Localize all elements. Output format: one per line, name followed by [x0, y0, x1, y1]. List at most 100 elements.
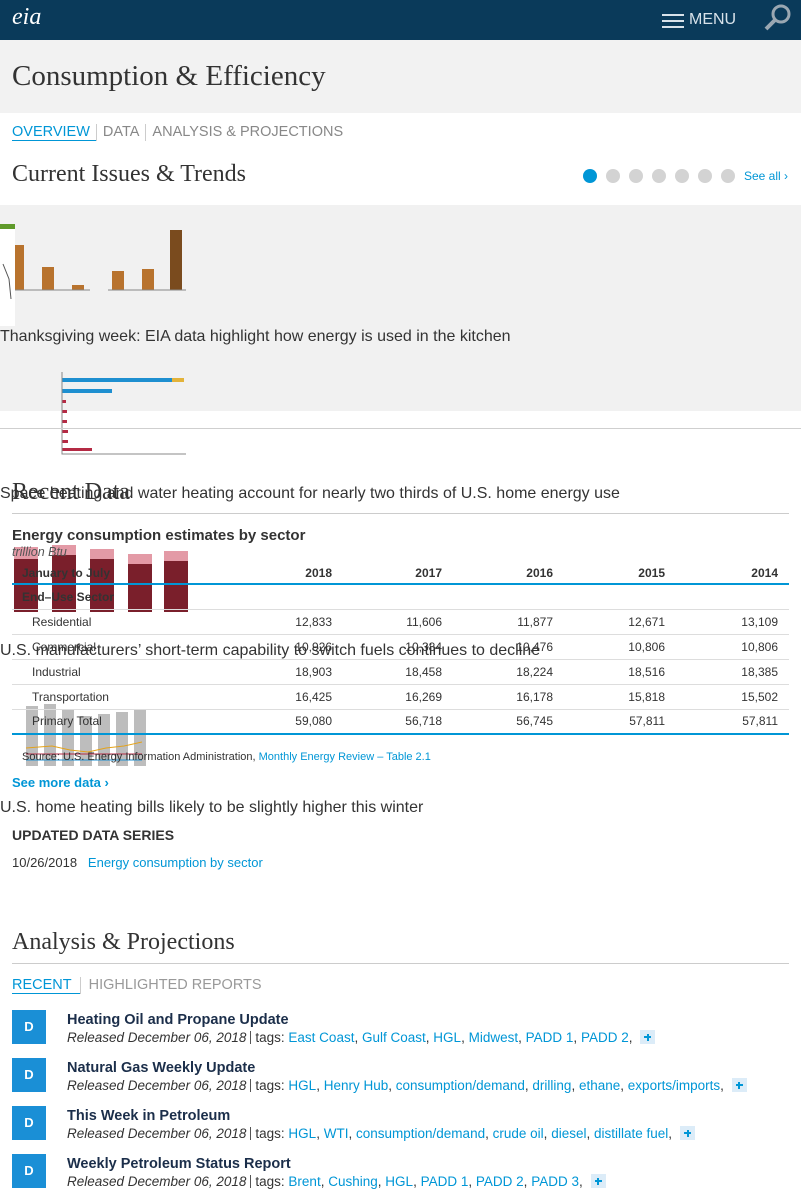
report-title[interactable]: Heating Oil and Propane Update: [67, 1012, 289, 1028]
see-all-link[interactable]: See all ›: [744, 169, 789, 183]
card[interactable]: U.S. home heating bills likely to be sli…: [0, 676, 801, 817]
card-partial[interactable]: [0, 224, 15, 326]
release-date: Released December 06, 2018: [67, 1126, 247, 1141]
tag-link[interactable]: Brent: [288, 1174, 324, 1189]
tag-link[interactable]: East Coast: [288, 1030, 358, 1045]
tag-link[interactable]: PADD 3: [531, 1174, 583, 1189]
source-text: Source: U.S. Energy Information Administ…: [22, 751, 256, 763]
tag-link[interactable]: HGL: [288, 1078, 320, 1093]
section-title: Current Issues & Trends: [12, 161, 247, 187]
dot[interactable]: [629, 169, 643, 183]
dot[interactable]: [606, 169, 620, 183]
see-more-link[interactable]: See more data ›: [12, 775, 109, 790]
cell-value: 12,833: [295, 614, 332, 629]
tab[interactable]: HIGHLIGHTED REPORTS: [79, 977, 270, 994]
dot[interactable]: [698, 169, 712, 183]
card[interactable]: Thanksgiving week: EIA data highlight ho…: [0, 205, 801, 346]
table-row: Transportation 16,425 16,269 16,178 15,818 15…: [12, 684, 789, 709]
tag-link[interactable]: Henry Hub: [324, 1078, 392, 1093]
column-header: 2014: [665, 562, 789, 585]
menu-icon[interactable]: [662, 13, 684, 29]
more-tags-button[interactable]: [680, 1126, 696, 1140]
report-icon: D: [12, 1058, 46, 1092]
card-title[interactable]: Thanksgiving week: EIA data highlight ho…: [0, 328, 511, 345]
tag-link[interactable]: ethane: [579, 1078, 624, 1093]
cell-value: 10,384: [405, 639, 442, 654]
tag-link[interactable]: exports/imports: [628, 1078, 724, 1093]
tag-link[interactable]: PADD 1: [526, 1030, 578, 1045]
column-header: 2016: [442, 562, 553, 585]
tag-link[interactable]: crude oil: [493, 1126, 548, 1141]
separator: [250, 1175, 252, 1188]
tag-link[interactable]: Gulf Coast: [362, 1030, 430, 1045]
tag-link[interactable]: HGL: [288, 1126, 320, 1141]
search-icon[interactable]: [762, 2, 794, 32]
thumbnail: [0, 224, 15, 326]
card-title[interactable]: U.S. manufacturers’ short-term capabilit…: [0, 642, 541, 659]
separator: [250, 1079, 252, 1092]
report-title[interactable]: Natural Gas Weekly Update: [67, 1060, 256, 1076]
tab[interactable]: RECENT: [12, 977, 80, 994]
cell-value: 10,476: [516, 639, 553, 654]
divider: [0, 428, 801, 429]
tab[interactable]: OVERVIEW: [12, 124, 96, 141]
card[interactable]: Space heating and water heating account …: [0, 362, 801, 503]
tag-link[interactable]: Cushing: [328, 1174, 381, 1189]
page-title: Consumption & Efficiency: [12, 60, 326, 92]
tag-link[interactable]: diesel: [551, 1126, 590, 1141]
updated-item: 10/26/2018 Energy consumption by sector: [12, 855, 263, 870]
cell-value: 16,425: [295, 689, 332, 704]
tabs: OVERVIEW DATA ANALYSIS & PROJECTIONS: [12, 124, 349, 141]
divider: [12, 513, 789, 514]
table-row: Primary Total 59,080 56,718 56,745 57,811 57,…: [12, 709, 789, 734]
thumbnail: [25, 704, 146, 766]
table-row: Commercial 10,926 10,384 10,476 10,806 10,806: [12, 634, 789, 659]
tag-link[interactable]: PADD 2: [476, 1174, 528, 1189]
dot[interactable]: [583, 169, 597, 183]
dot[interactable]: [652, 169, 666, 183]
report-title[interactable]: Weekly Petroleum Status Report: [67, 1156, 291, 1172]
updated-link[interactable]: Energy consumption by sector: [87, 855, 263, 870]
column-header: 2017: [332, 562, 442, 585]
cell-value: 15,502: [741, 689, 778, 704]
section-title: Analysis & Projections: [12, 929, 235, 955]
report-icon: D: [12, 1010, 46, 1044]
tag-link[interactable]: PADD 2: [581, 1030, 633, 1045]
menu-button[interactable]: MENU: [689, 11, 737, 28]
dot[interactable]: [721, 169, 735, 183]
tag-link[interactable]: WTI: [324, 1126, 353, 1141]
separator: [250, 1031, 252, 1044]
report: D Natural Gas Weekly Update Released Decem…: [12, 1058, 789, 1100]
section-title: Recent Data: [12, 479, 130, 505]
tag-link[interactable]: consumption/demand: [356, 1126, 489, 1141]
dot[interactable]: [675, 169, 689, 183]
report-icon: D: [12, 1106, 46, 1140]
tag-link[interactable]: distillate fuel: [594, 1126, 672, 1141]
card-title[interactable]: U.S. home heating bills likely to be sli…: [0, 799, 424, 816]
cell-value: 57,811: [742, 714, 778, 729]
report-title[interactable]: This Week in Petroleum: [67, 1108, 231, 1124]
tag-link[interactable]: HGL: [385, 1174, 417, 1189]
tab[interactable]: ANALYSIS & PROJECTIONS: [145, 124, 349, 141]
more-tags-button[interactable]: [640, 1030, 656, 1044]
tab[interactable]: DATA: [95, 124, 146, 141]
tag-link[interactable]: drilling: [532, 1078, 575, 1093]
release-date: Released December 06, 2018: [67, 1030, 247, 1045]
source-link[interactable]: Monthly Energy Review – Table 2.1: [258, 751, 431, 763]
tag-link[interactable]: consumption/demand: [396, 1078, 529, 1093]
cell-value: 12,671: [628, 614, 665, 629]
report-meta: Released December 06, 2018 tags: HGL Henr…: [67, 1078, 747, 1093]
card-title[interactable]: Space heating and water heating account …: [0, 485, 620, 502]
tag-link[interactable]: HGL: [433, 1030, 465, 1045]
row-label: Transportation: [32, 689, 109, 704]
report: D Heating Oil and Propane Update Released …: [12, 1010, 789, 1052]
more-tags-button[interactable]: [590, 1174, 606, 1188]
tag-link[interactable]: Midwest: [469, 1030, 522, 1045]
tag-link[interactable]: PADD 1: [421, 1174, 473, 1189]
logo[interactable]: eia: [12, 4, 42, 30]
table-title: Energy consumption estimates by sector: [12, 527, 306, 544]
report: D Weekly Petroleum Status Report Released …: [12, 1154, 789, 1196]
more-tags-button[interactable]: [731, 1078, 747, 1092]
